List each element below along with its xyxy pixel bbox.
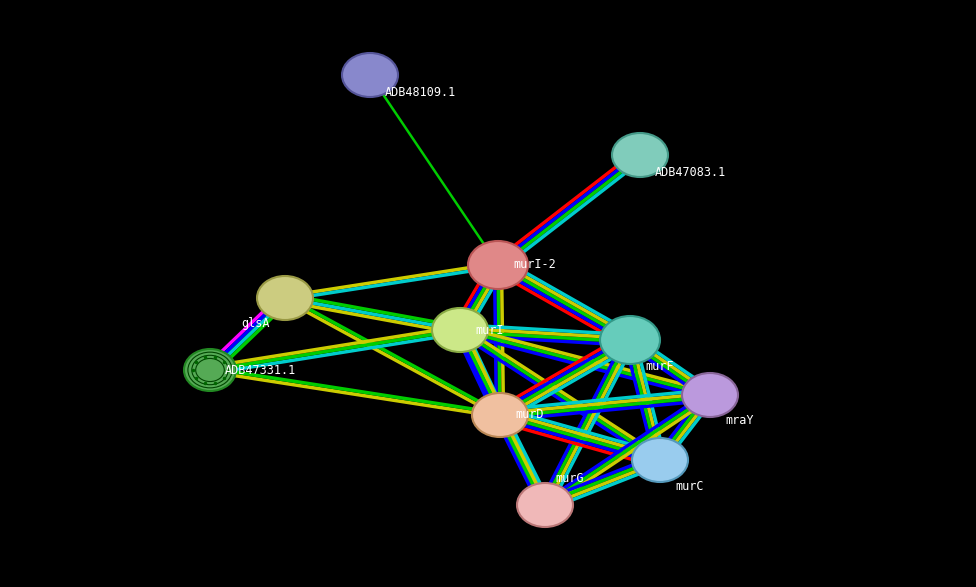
Text: murI-2: murI-2 <box>513 258 555 272</box>
Ellipse shape <box>184 349 236 391</box>
Ellipse shape <box>432 308 488 352</box>
Text: ADB47331.1: ADB47331.1 <box>225 363 297 376</box>
Text: murF: murF <box>645 359 673 373</box>
Ellipse shape <box>612 133 668 177</box>
Text: murI: murI <box>475 323 504 336</box>
Ellipse shape <box>257 276 313 320</box>
Text: mraY: mraY <box>725 414 753 427</box>
Text: murC: murC <box>675 480 704 492</box>
Ellipse shape <box>632 438 688 482</box>
Text: ADB47083.1: ADB47083.1 <box>655 167 726 180</box>
Text: ADB48109.1: ADB48109.1 <box>385 86 456 100</box>
Ellipse shape <box>682 373 738 417</box>
Text: murG: murG <box>555 473 584 485</box>
Ellipse shape <box>472 393 528 437</box>
Ellipse shape <box>600 316 660 364</box>
Text: murD: murD <box>515 409 544 421</box>
Ellipse shape <box>517 483 573 527</box>
Ellipse shape <box>342 53 398 97</box>
Ellipse shape <box>468 241 528 289</box>
Text: glsA: glsA <box>241 318 270 330</box>
